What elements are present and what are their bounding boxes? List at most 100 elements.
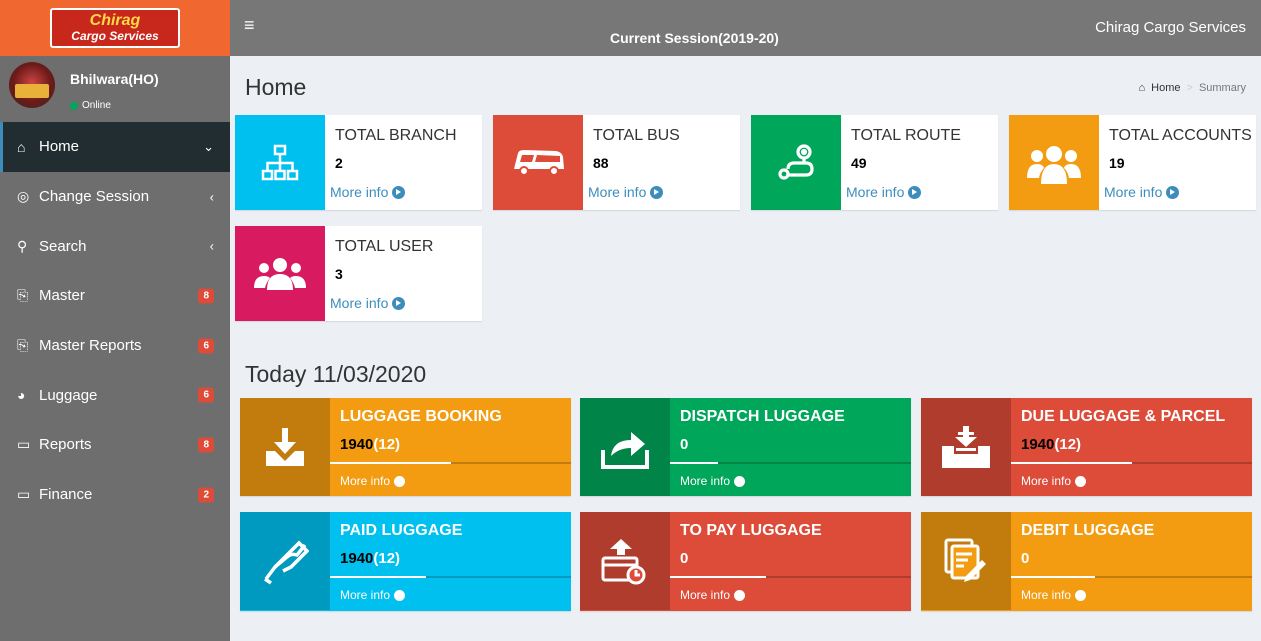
tile-value: 1940(12) xyxy=(340,550,400,567)
sidebar-item-label: Master Reports xyxy=(39,337,142,355)
chevron-left-icon: ‹ xyxy=(209,189,214,205)
chevron-down-icon: ⌄ xyxy=(203,138,214,154)
tile-value: 0 xyxy=(680,550,688,567)
inbox-icon xyxy=(921,398,1011,496)
tile-to-pay-luggage: TO PAY LUGGAGE 0 More info xyxy=(580,512,911,611)
progress-bar xyxy=(1011,576,1252,578)
arrow-circle-right-icon xyxy=(392,185,406,199)
payment-icon xyxy=(240,512,330,610)
count-badge: 2 xyxy=(198,487,214,503)
more-info-link[interactable]: More info xyxy=(846,184,922,200)
tile-amount: 1940 xyxy=(340,436,374,453)
download-icon xyxy=(240,398,330,496)
online-status: Online xyxy=(70,100,111,111)
arrow-circle-right-icon xyxy=(908,185,922,199)
tile-count: (12) xyxy=(1054,436,1082,453)
stat-card-total-route: TOTAL ROUTE 49 More info xyxy=(751,115,998,210)
more-info-text: More info xyxy=(330,295,389,311)
sidebar-item-finance[interactable]: ▭ Finance 2 xyxy=(0,470,230,520)
stat-value: 88 xyxy=(593,155,609,171)
progress-bar xyxy=(670,576,911,578)
sidebar-item-reports[interactable]: ▭ Reports 8 xyxy=(0,420,230,470)
more-info-text: More info xyxy=(330,184,389,200)
more-info-link[interactable]: More info xyxy=(1021,474,1087,488)
stat-label: TOTAL ACCOUNTS xyxy=(1109,127,1252,144)
progress-fill xyxy=(330,462,451,464)
more-info-link[interactable]: More info xyxy=(680,588,746,602)
more-info-link[interactable]: More info xyxy=(1104,184,1180,200)
logo-subtext: Cargo Services xyxy=(71,29,159,43)
more-info-link[interactable]: More info xyxy=(340,474,406,488)
user-name: Bhilwara(HO) xyxy=(70,71,159,87)
breadcrumb: ⌂ Home > Summary xyxy=(1139,82,1247,94)
top-navbar: ≡ Current Session(2019-20) Chirag Cargo … xyxy=(230,0,1261,56)
progress-bar xyxy=(670,462,911,464)
count-badge: 8 xyxy=(198,437,214,453)
progress-bar xyxy=(330,462,571,464)
logo-text: Chirag xyxy=(89,12,141,29)
sidebar-menu: ⌂ Home ⌄ ◎ Change Session ‹ ⚲ Search ‹ ⎘ Master 8 ⎘ M… xyxy=(0,122,230,520)
tile-amount: 1940 xyxy=(1021,436,1055,453)
dashboard-icon: ◎ xyxy=(17,188,30,205)
tile-luggage-booking: LUGGAGE BOOKING 1940(12) More info xyxy=(240,398,571,496)
sidebar-item-search[interactable]: ⚲ Search ‹ xyxy=(0,221,230,271)
sidebar: Bhilwara(HO) Online ⌂ Home ⌄ ◎ Change Sessio… xyxy=(0,56,230,641)
more-info-text: More info xyxy=(846,184,905,200)
more-info-link[interactable]: More info xyxy=(340,588,406,602)
stat-value: 19 xyxy=(1109,155,1125,171)
card-clock-icon xyxy=(580,512,670,610)
laptop-icon: ▭ xyxy=(17,436,31,453)
menu-toggle-icon[interactable]: ≡ xyxy=(244,15,255,35)
more-info-link[interactable]: More info xyxy=(330,295,406,311)
edit-doc-icon xyxy=(921,512,1011,610)
avatar xyxy=(9,62,55,108)
sidebar-item-label: Master xyxy=(39,287,85,305)
more-info-text: More info xyxy=(680,588,731,602)
tile-value: 0 xyxy=(680,436,688,453)
users-icon xyxy=(1009,115,1099,210)
tile-dispatch-luggage: DISPATCH LUGGAGE 0 More info xyxy=(580,398,911,496)
breadcrumb-home[interactable]: Home xyxy=(1151,82,1181,94)
more-info-text: More info xyxy=(1021,474,1072,488)
more-info-text: More info xyxy=(680,474,731,488)
online-dot-icon xyxy=(70,101,78,110)
tile-label: DISPATCH LUGGAGE xyxy=(680,408,845,425)
more-info-link[interactable]: More info xyxy=(588,184,664,200)
sidebar-item-master[interactable]: ⎘ Master 8 xyxy=(0,271,230,321)
more-info-text: More info xyxy=(340,588,391,602)
arrow-circle-right-icon xyxy=(394,589,406,601)
tile-label: DEBIT LUGGAGE xyxy=(1021,522,1155,539)
sidebar-item-master-reports[interactable]: ⎘ Master Reports 6 xyxy=(0,321,230,371)
sidebar-item-luggage[interactable]: ◕ Luggage 6 xyxy=(0,370,230,420)
more-info-link[interactable]: More info xyxy=(680,474,746,488)
logo-badge: Chirag Cargo Services xyxy=(50,8,180,48)
brand-logo[interactable]: Chirag Cargo Services xyxy=(0,0,230,56)
tile-amount: 0 xyxy=(680,436,689,453)
more-info-link[interactable]: More info xyxy=(1021,588,1087,602)
tile-value: 0 xyxy=(1021,550,1029,567)
stat-card-total-user: TOTAL USER 3 More info xyxy=(235,226,482,321)
stat-value: 49 xyxy=(851,155,867,171)
company-name[interactable]: Chirag Cargo Services xyxy=(1095,19,1246,36)
progress-bar xyxy=(330,576,571,578)
current-session: Current Session(2019-20) xyxy=(610,30,779,46)
stat-value: 2 xyxy=(335,155,343,171)
stat-value: 3 xyxy=(335,266,343,282)
breadcrumb-separator: > xyxy=(1186,82,1193,94)
arrow-circle-right-icon xyxy=(394,475,406,487)
dashboard-icon: ⌂ xyxy=(1138,82,1146,94)
count-badge: 6 xyxy=(198,387,214,403)
more-info-link[interactable]: More info xyxy=(330,184,406,200)
more-info-text: More info xyxy=(1104,184,1163,200)
arrow-circle-right-icon xyxy=(1075,589,1087,601)
count-badge: 6 xyxy=(198,338,214,354)
stat-label: TOTAL BUS xyxy=(593,127,680,144)
arrow-circle-right-icon xyxy=(392,296,406,310)
tile-count: (12) xyxy=(373,436,401,453)
sitemap-icon xyxy=(235,115,325,210)
share-icon xyxy=(580,398,670,496)
copy-icon: ⎘ xyxy=(17,287,29,304)
search-icon: ⚲ xyxy=(17,237,28,254)
sidebar-item-change-session[interactable]: ◎ Change Session ‹ xyxy=(0,172,230,222)
sidebar-item-home[interactable]: ⌂ Home ⌄ xyxy=(0,122,230,172)
